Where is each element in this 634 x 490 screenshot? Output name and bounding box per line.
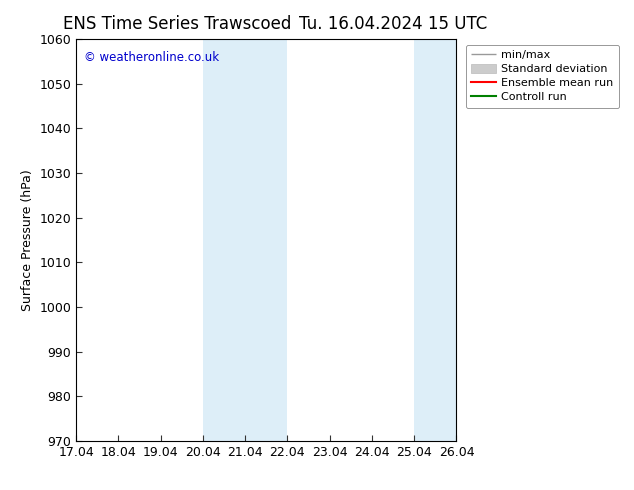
Text: ENS Time Series Trawscoed: ENS Time Series Trawscoed: [63, 15, 292, 33]
Text: Tu. 16.04.2024 15 UTC: Tu. 16.04.2024 15 UTC: [299, 15, 487, 33]
Bar: [203, 39, 287, 441]
Text: © weatheronline.co.uk: © weatheronline.co.uk: [84, 51, 219, 64]
Bar: [414, 39, 456, 441]
Y-axis label: Surface Pressure (hPa): Surface Pressure (hPa): [21, 169, 34, 311]
Legend: min/max, Standard deviation, Ensemble mean run, Controll run: min/max, Standard deviation, Ensemble me…: [466, 45, 619, 108]
